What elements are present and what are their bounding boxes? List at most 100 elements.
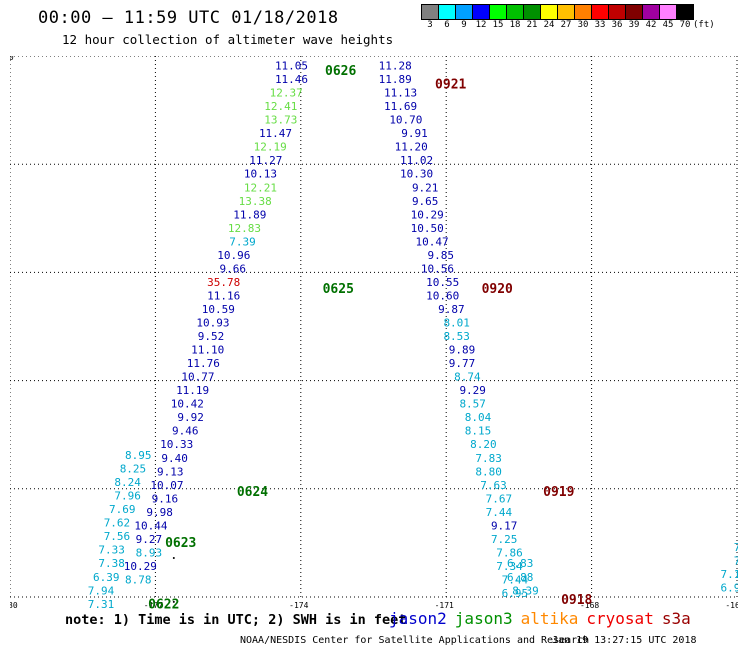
satellite-altika: altika [520,609,579,628]
page-subtitle: 12 hour collection of altimeter wave hei… [62,32,394,47]
swh-value: 10.44 [134,519,167,532]
page-title: 00:00 – 11:59 UTC 01/18/2018 [38,8,339,28]
swh-value: 9.91 [401,127,428,140]
swh-value: 10.59 [202,303,235,316]
swh-value: 11.05 [275,60,308,73]
legend-swatches [421,4,710,20]
legend-swatch [574,4,592,20]
swh-value: 10.96 [217,249,250,262]
swh-value: 12.21 [244,181,277,194]
swh-value: 10.60 [426,289,459,302]
x-tick-label: -174 [289,601,308,610]
swh-value: 8.93 [136,546,163,559]
swh-value: 7.1 [721,568,738,581]
swh-value: 10.29 [411,208,444,221]
swh-value: 9.46 [172,425,199,438]
swh-value: 12.41 [264,100,297,113]
swh-value: 8.25 [120,463,147,476]
swh-value: 9.17 [491,519,518,532]
swh-value: 10.70 [389,114,422,127]
swh-value: 11.13 [384,87,417,100]
swh-value: 12.83 [228,222,261,235]
legend-label: 70 [679,20,691,30]
swh-value: 9.27 [136,533,163,546]
swh-value: 7 [734,555,738,568]
swh-value: 7.25 [491,533,518,546]
legend-label: 3 [427,20,433,30]
legend-label: 6 [444,20,450,30]
legend-label: 39 [628,20,640,30]
data-dot [172,557,175,560]
satellite-cryosat: cryosat [586,609,654,628]
swh-value: 10.30 [400,168,433,181]
swh-value: 8.53 [443,330,470,343]
swh-value: 7 [734,541,738,554]
data-labels: 11.0511.4612.3712.4113.7311.4712.1911.27… [88,60,738,612]
swh-value: 10.42 [171,398,204,411]
legend-labels: 3 6 9 12 15 18 21 24 27 30 33 36 39 42 45 70 (ft) [421,20,715,31]
swh-value: 11.47 [259,127,292,140]
swh-value: 7.69 [109,503,136,516]
pass-time-label: 0624 [237,485,268,500]
swh-value: 10.13 [244,168,277,181]
legend-swatch [625,4,643,20]
legend-label: 33 [594,20,606,30]
legend-label: 12 [475,20,487,30]
legend-label: 15 [492,20,504,30]
x-tick-label: -168 [580,601,599,610]
legend-swatch [421,4,439,20]
legend-swatch [438,4,456,20]
data-dot [172,600,175,603]
swh-value: 7.62 [104,517,131,530]
swh-value: 7.94 [88,584,115,597]
swh-value: 9.66 [220,262,247,275]
swh-value: 10.33 [160,438,193,451]
swh-value: 11.10 [191,344,224,357]
swh-value: 10.47 [415,235,448,248]
swh-value: 6.39 [93,571,120,584]
swh-value: 7.38 [98,557,125,570]
swh-value: 9.65 [412,195,439,208]
legend-swatch [676,4,694,20]
swh-value: 8.39 [512,584,539,597]
x-tick-label: -171 [435,601,454,610]
legend-label: (ft) [693,20,715,30]
x-tick-label: -180 [10,601,18,610]
swh-value: 8.24 [114,476,141,489]
legend-swatch [523,4,541,20]
swh-value: 35.78 [207,276,240,289]
legend-swatch [455,4,473,20]
x-tick-label: -165 [725,601,738,610]
legend-swatch [659,4,677,20]
axis-tick-labels: -180-177-174-171-168-1650246810 [10,56,738,610]
legend-label: 42 [645,20,657,30]
swh-value: 8.74 [454,371,481,384]
legend-label: 45 [662,20,674,30]
swh-value: 7.44 [502,573,529,586]
swh-value: 7.67 [486,492,513,505]
legend-label: 18 [509,20,521,30]
satellite-jason2: jason2 [389,609,447,628]
swh-value: 9.16 [152,492,179,505]
legend-swatch [540,4,558,20]
swh-value: 9.98 [146,506,173,519]
swh-value: 10.07 [150,479,183,492]
legend-label: 36 [611,20,623,30]
legend-swatch [608,4,626,20]
swh-value: 12.19 [254,141,287,154]
swh-value: 6.88 [507,571,534,584]
pass-time-label: 0918 [561,593,592,608]
legend-label: 24 [543,20,555,30]
satellite-jason3: jason3 [454,609,513,628]
swh-value: 9.40 [161,452,188,465]
swh-value: 10.50 [411,222,444,235]
pass-time-label: 0920 [482,282,513,297]
swh-value: 8.78 [125,573,152,586]
satellite-legend: jason2 jason3 altika cryosat s3a [389,609,699,628]
swh-value: 11.69 [384,100,417,113]
x-tick-label: -177 [144,601,163,610]
legend-swatch [591,4,609,20]
swh-value: 11.20 [395,141,428,154]
swh-value: 9.29 [459,384,486,397]
swh-value: 10.55 [426,276,459,289]
